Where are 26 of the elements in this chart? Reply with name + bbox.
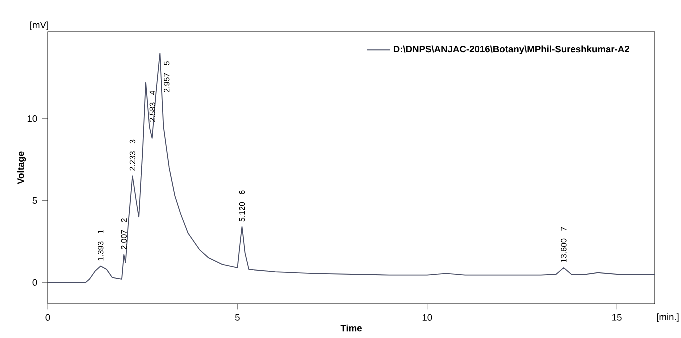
annotation: 3 bbox=[130, 140, 136, 144]
annotation: 6 bbox=[239, 190, 246, 194]
annotation: 2 bbox=[121, 218, 127, 222]
x-tick-label: 15 bbox=[612, 314, 622, 321]
x-tick-label: 0 bbox=[46, 314, 50, 321]
text: [min.] bbox=[657, 314, 679, 322]
annotation: 2.233 bbox=[130, 152, 136, 171]
y-axis-title: Voltage bbox=[17, 152, 26, 184]
annotation: 1 bbox=[98, 230, 104, 234]
annotation: 5 bbox=[164, 62, 170, 66]
x-axis-title: Time bbox=[340, 324, 362, 332]
annotation: 7 bbox=[561, 227, 567, 231]
annotation: 2.007 bbox=[121, 230, 127, 250]
y-tick-label: 5 bbox=[32, 198, 38, 204]
x-tick-label: 5 bbox=[235, 314, 240, 321]
text: [mV] bbox=[30, 22, 48, 30]
y-tick-label: 10 bbox=[28, 116, 38, 122]
annotation: 4 bbox=[150, 90, 156, 95]
annotation: 1.393 bbox=[98, 242, 104, 261]
annotation: 13.600 bbox=[561, 238, 567, 262]
legend-label: D:\DNPS\ANJAC-2016\Botany\MPhil-Sureshkumar-A2 bbox=[394, 46, 630, 54]
y-tick-label: 0 bbox=[32, 279, 38, 286]
x-tick-label: 10 bbox=[422, 314, 432, 321]
annotation: 2.957 bbox=[164, 73, 170, 93]
annotation: 5.120 bbox=[239, 202, 246, 222]
annotation: 2.583 bbox=[150, 102, 156, 122]
